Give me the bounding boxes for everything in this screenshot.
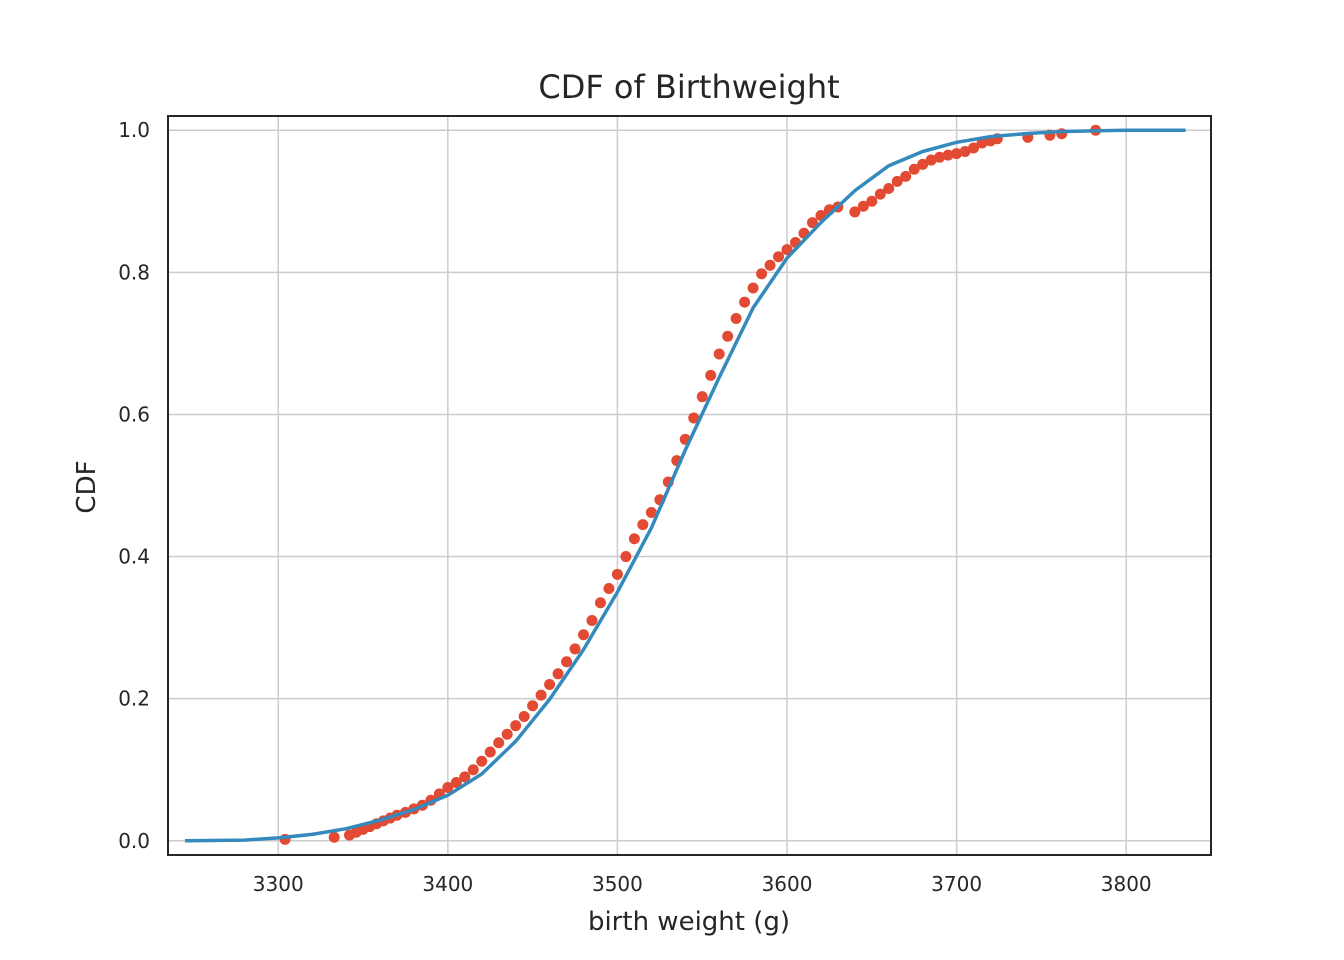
x-tick-label: 3700 [931, 872, 982, 896]
data-point [594, 597, 606, 609]
data-point [688, 412, 700, 424]
data-point [586, 615, 598, 627]
x-tick-label: 3600 [762, 872, 813, 896]
data-point [942, 149, 954, 161]
data-point [908, 163, 920, 175]
data-point [561, 656, 573, 668]
cdf-curve [184, 128, 1186, 843]
data-point [756, 268, 768, 280]
data-points [279, 124, 1102, 845]
x-axis-label: birth weight (g) [588, 907, 790, 937]
x-tick-label: 3300 [253, 872, 304, 896]
data-point [883, 182, 895, 194]
data-point [552, 668, 564, 680]
data-point [527, 700, 539, 712]
data-point [925, 154, 937, 166]
data-point [773, 251, 785, 263]
y-tick-label: 1.0 [118, 118, 150, 142]
data-point [467, 764, 479, 776]
data-point [637, 519, 649, 531]
data-point [696, 391, 708, 403]
data-point [569, 643, 581, 655]
x-tick-label: 3800 [1101, 872, 1152, 896]
data-point [891, 175, 903, 187]
data-point [739, 296, 751, 308]
data-point [917, 158, 929, 170]
data-point [493, 737, 505, 749]
chart-title: CDF of Birthweight [538, 68, 839, 106]
data-point [747, 282, 759, 294]
y-tick-label: 0.6 [118, 402, 150, 426]
y-tick-label: 0.2 [118, 687, 150, 711]
data-point [968, 142, 980, 154]
data-point [722, 330, 734, 342]
data-point [535, 689, 547, 701]
y-tick-label: 0.0 [118, 829, 150, 853]
data-point [645, 507, 657, 519]
data-point [459, 771, 471, 783]
x-tick-label: 3500 [592, 872, 643, 896]
data-point [959, 146, 971, 158]
data-point [484, 746, 496, 758]
data-point [764, 259, 776, 271]
data-point [450, 777, 462, 789]
data-point [934, 151, 946, 163]
data-point [476, 755, 488, 767]
x-tick-labels: 3300 3400 3500 3600 3700 3800 [253, 872, 1152, 896]
data-point [603, 583, 615, 595]
data-point [578, 629, 590, 641]
data-point [874, 188, 886, 200]
data-point [620, 551, 632, 563]
y-tick-labels: 0.0 0.2 0.4 0.6 0.8 1.0 [118, 118, 150, 853]
y-tick-label: 0.4 [118, 545, 150, 569]
data-point [730, 313, 742, 325]
data-point [628, 533, 640, 545]
data-point [951, 148, 963, 160]
plot-frame [167, 115, 1212, 856]
data-point [518, 710, 530, 722]
data-point [501, 728, 513, 740]
data-point [328, 831, 340, 843]
data-point [510, 720, 522, 732]
data-point [900, 170, 912, 182]
data-point [781, 244, 793, 256]
data-point [544, 678, 556, 690]
x-tick-label: 3400 [422, 872, 473, 896]
grid [168, 116, 1211, 855]
data-point [442, 781, 454, 793]
data-point [705, 369, 717, 381]
data-point [611, 568, 623, 580]
data-point [713, 348, 725, 360]
y-tick-label: 0.8 [118, 260, 150, 284]
data-point [857, 200, 869, 212]
data-point [849, 206, 861, 218]
data-point [806, 217, 818, 229]
data-point [866, 195, 878, 207]
y-axis-label: CDF [72, 460, 102, 513]
cdf-line [184, 128, 1186, 843]
